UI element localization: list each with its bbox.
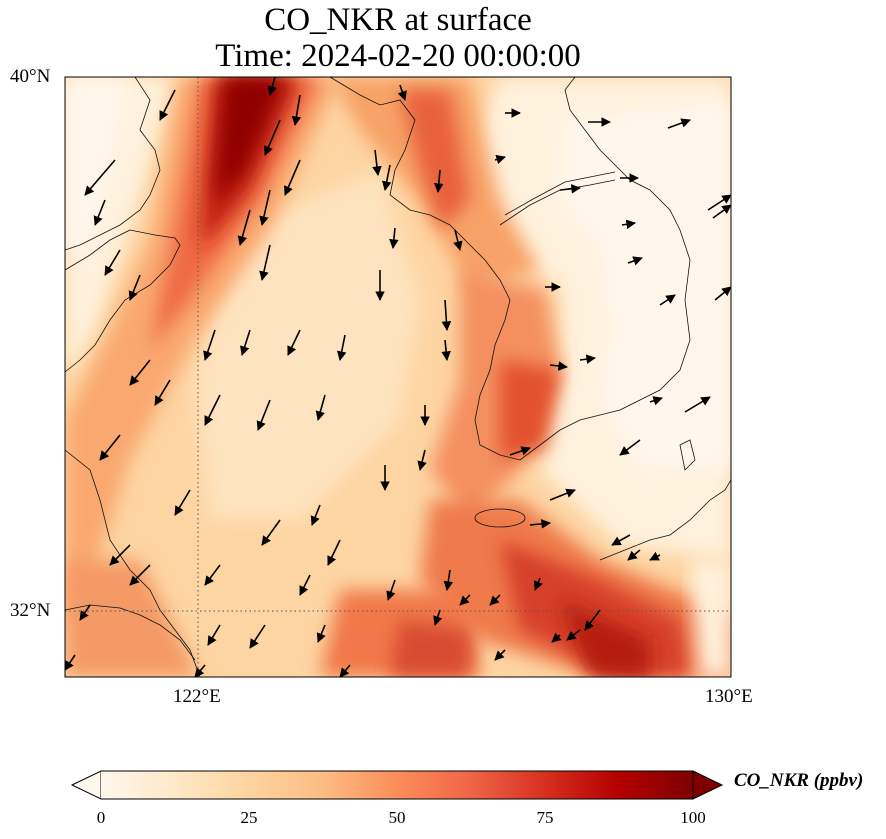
lat-label-40n: 40°N bbox=[10, 66, 51, 87]
wind-arrow bbox=[453, 229, 463, 251]
wind-arrow bbox=[441, 299, 452, 331]
wind-arrow bbox=[316, 624, 326, 643]
wind-arrow bbox=[659, 294, 676, 306]
wind-arrow bbox=[684, 396, 711, 413]
wind-arrow bbox=[441, 339, 451, 361]
wind-arrow bbox=[129, 564, 151, 586]
gridlines bbox=[65, 77, 731, 677]
wind-arrow bbox=[494, 154, 506, 165]
wind-arrow bbox=[619, 439, 641, 456]
wind-arrow bbox=[315, 394, 326, 421]
wind-arrow bbox=[707, 194, 731, 211]
wind-arrow bbox=[109, 544, 131, 566]
title-line-2: Time: 2024-02-20 00:00:00 bbox=[215, 38, 581, 74]
title-line-1: CO_NKR at surface bbox=[264, 2, 532, 38]
wind-arrow bbox=[579, 354, 596, 364]
wind-arrow bbox=[259, 244, 271, 281]
wind-arrow bbox=[99, 434, 121, 461]
wind-arrow bbox=[381, 164, 392, 191]
colorbar-tick-75: 75 bbox=[536, 808, 554, 827]
wind-arrow bbox=[261, 519, 281, 546]
colorbar-extend-max bbox=[692, 770, 724, 800]
wind-arrow bbox=[174, 489, 191, 516]
wind-arrow bbox=[529, 519, 551, 529]
colorbar-tick-100: 100 bbox=[680, 808, 706, 827]
wind-arrow bbox=[434, 169, 444, 193]
wind-arrow bbox=[104, 249, 121, 276]
wind-arrow bbox=[237, 209, 251, 246]
wind-arrow bbox=[584, 609, 601, 631]
wind-arrow bbox=[509, 446, 531, 456]
wind-arrow bbox=[291, 94, 302, 126]
wind-arrow bbox=[551, 632, 562, 643]
wind-arrow bbox=[549, 361, 568, 371]
wind-arrow bbox=[154, 379, 171, 406]
wind-arrow bbox=[65, 654, 76, 671]
wind-arrow bbox=[336, 334, 347, 361]
colorbar-tick-0: 0 bbox=[96, 808, 106, 827]
wind-arrow bbox=[627, 256, 643, 266]
wind-arrow bbox=[203, 329, 216, 361]
wind-arrow bbox=[194, 664, 206, 677]
wind-arrow bbox=[267, 77, 277, 96]
wind-arrow bbox=[389, 227, 399, 249]
wind-arrow bbox=[533, 577, 543, 591]
wind-arrow bbox=[433, 609, 443, 626]
wind-vectors bbox=[65, 77, 731, 677]
colorbar-extend-min bbox=[70, 770, 102, 800]
wind-arrow bbox=[339, 664, 351, 677]
lon-label-122e: 122°E bbox=[173, 686, 221, 707]
wind-arrow bbox=[327, 539, 341, 566]
wind-arrow bbox=[259, 189, 271, 226]
wind-arrow bbox=[263, 119, 281, 156]
wind-arrow bbox=[299, 574, 311, 596]
wind-arrow bbox=[559, 184, 581, 194]
wind-arrow bbox=[621, 219, 636, 230]
wind-arrow bbox=[204, 394, 221, 426]
wind-arrow bbox=[256, 399, 271, 431]
wind-arrow bbox=[283, 159, 301, 196]
wind-arrow bbox=[386, 579, 396, 601]
colorbar-gradient bbox=[101, 771, 693, 799]
wind-arrow bbox=[207, 624, 221, 646]
wind-arrow bbox=[310, 504, 321, 526]
wind-arrow bbox=[93, 199, 106, 226]
wind-arrow bbox=[667, 118, 691, 129]
wind-arrow bbox=[287, 329, 301, 356]
wind-arrow bbox=[249, 624, 266, 649]
colorbar-tick-50: 50 bbox=[388, 808, 406, 827]
map-frame bbox=[64, 76, 732, 678]
wind-arrow bbox=[649, 396, 663, 406]
colorbar bbox=[70, 770, 724, 800]
wind-arrow bbox=[494, 649, 506, 661]
lon-label-130e: 130°E bbox=[705, 686, 753, 707]
wind-arrow bbox=[372, 149, 382, 176]
wind-arrow bbox=[611, 534, 631, 546]
coastlines bbox=[65, 77, 731, 677]
wind-arrow bbox=[417, 449, 427, 471]
concentration-field bbox=[65, 77, 731, 677]
lat-label-32n: 32°N bbox=[10, 600, 51, 621]
map-title: CO_NKR at surface Time: 2024-02-20 00:00… bbox=[0, 2, 796, 74]
wind-arrow bbox=[489, 594, 501, 606]
wind-arrow bbox=[549, 488, 576, 501]
wind-arrow bbox=[443, 569, 454, 591]
wind-arrow bbox=[204, 564, 221, 586]
wind-arrow bbox=[712, 204, 731, 219]
wind-arrow bbox=[459, 594, 471, 606]
wind-arrow bbox=[627, 549, 641, 561]
wind-arrow bbox=[649, 551, 661, 561]
wind-arrow bbox=[84, 159, 116, 196]
wind-arrow bbox=[79, 604, 91, 621]
wind-arrow bbox=[159, 89, 176, 121]
colorbar-label: CO_NKR (ppbv) bbox=[734, 770, 864, 791]
wind-arrow bbox=[714, 286, 731, 301]
wind-arrow bbox=[566, 629, 581, 641]
wind-arrow bbox=[240, 329, 251, 356]
wind-arrow bbox=[128, 274, 141, 301]
colorbar-tick-25: 25 bbox=[240, 808, 258, 827]
wind-arrow bbox=[129, 359, 151, 386]
wind-arrow bbox=[397, 84, 407, 101]
map-canvas bbox=[64, 76, 732, 678]
